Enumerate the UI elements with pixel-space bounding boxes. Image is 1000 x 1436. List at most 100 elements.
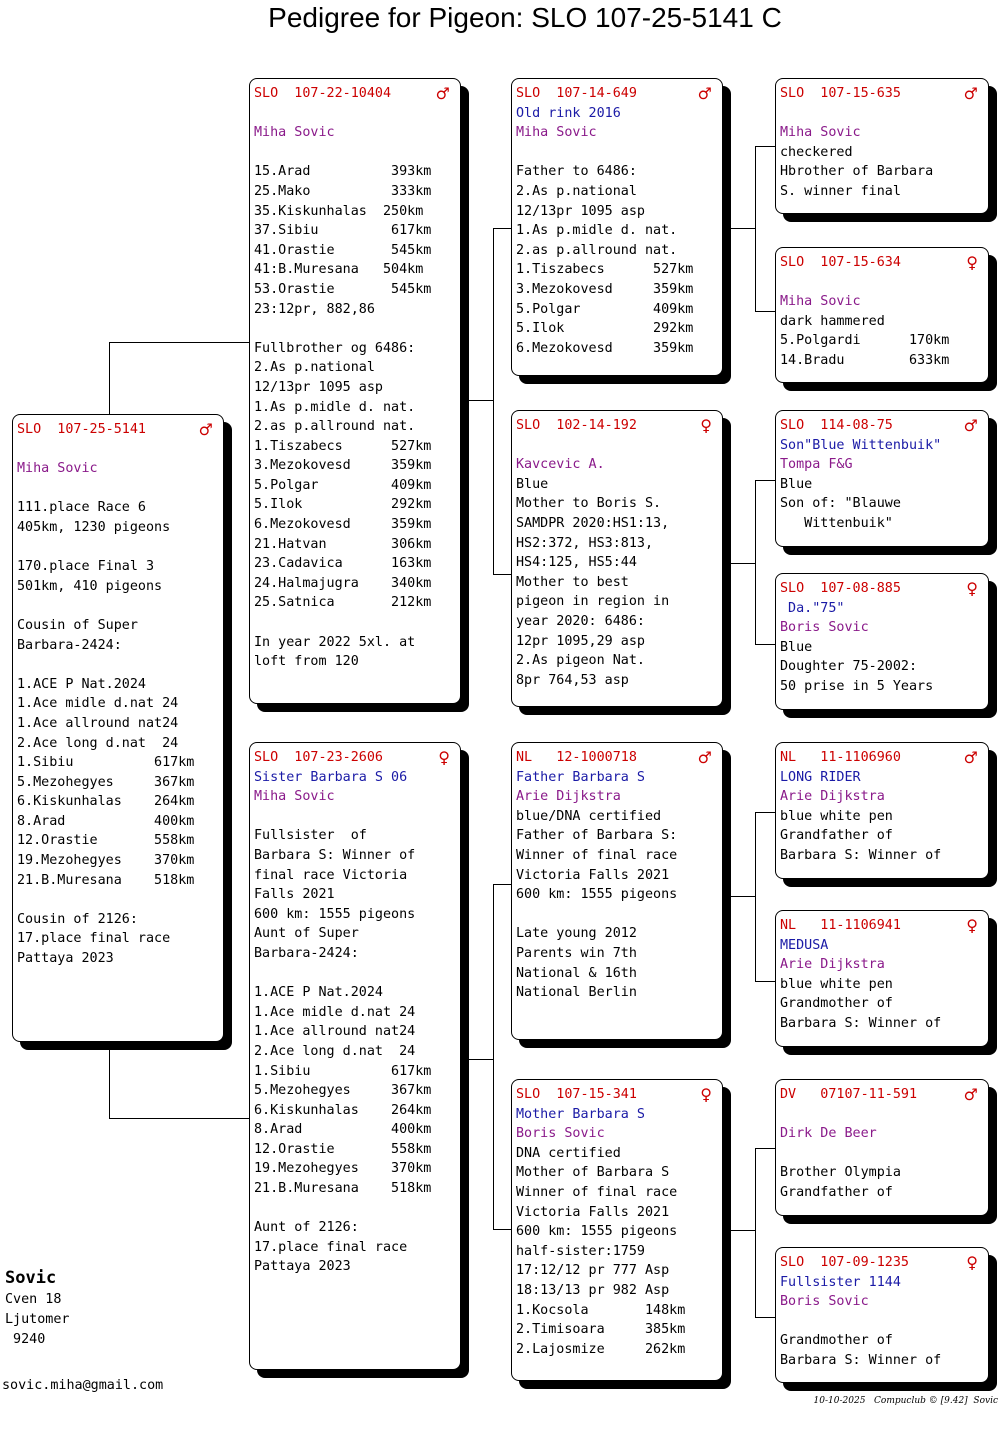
card-line: Dirk De Beer	[780, 1126, 877, 1142]
card-line	[254, 964, 456, 984]
sire-dam-sire-card[interactable]: SLO 114-08-75 ♂ Son"Blue Wittenbuik" Tompa …	[775, 410, 989, 547]
connector-dd-trunk	[723, 1230, 755, 1231]
female-symbol-icon: ♀	[700, 1085, 712, 1104]
ring-number: NL 11-1106941	[780, 918, 901, 933]
card-line: Barbara S: Winner of	[254, 847, 416, 863]
footer-credit: 10-10-2025 Compuclub © [9.42] Sovic	[813, 1396, 998, 1406]
connector-ds-trunk	[723, 896, 755, 897]
card-line: 41:B.Muresana 504km	[254, 262, 424, 278]
card-line: Father of Barbara S:	[516, 828, 678, 844]
connector-sd-parents	[755, 480, 776, 645]
card-line: 2.as p.allround nat.	[516, 242, 678, 258]
card-line: 12.Orastie 558km	[17, 833, 195, 849]
card-line: 5.Polgar 409km	[516, 301, 694, 317]
card-line: 2.As pigeon Nat.	[516, 653, 645, 669]
card-line: 25.Mako 333km	[254, 183, 432, 199]
ring-number-row: NL 11-1106941 ♀	[780, 916, 984, 936]
card-line: Boris Sovic	[780, 1294, 869, 1310]
card-line: 501km, 410 pigeons	[17, 578, 163, 594]
sire-sire-dam-card[interactable]: SLO 107-15-634 ♀ Miha Sovic dark hammered 5.…	[775, 247, 989, 383]
ring-number-row: SLO 114-08-75 ♂	[780, 416, 984, 436]
card-line	[254, 104, 456, 124]
male-symbol-icon: ♂	[963, 748, 978, 767]
card-line: Mother Barbara S	[516, 1106, 645, 1122]
card-line	[780, 104, 984, 124]
male-symbol-icon: ♂	[198, 420, 213, 439]
ring-number: SLO 114-08-75	[780, 418, 893, 433]
card-line: Grandmother of	[780, 1333, 893, 1349]
card-line: Son"Blue Wittenbuik"	[780, 437, 942, 453]
dam-dam-card[interactable]: SLO 107-15-341 ♀ Mother Barbara S Boris Sov…	[511, 1079, 723, 1381]
ring-number-row: SLO 107-22-10404 ♂	[254, 84, 456, 104]
ring-number: SLO 107-15-341	[516, 1087, 637, 1102]
ring-number: DV 07107-11-591	[780, 1087, 918, 1102]
dam-card[interactable]: SLO 107-23-2606 ♀ Sister Barbara S 06 Miha …	[249, 742, 461, 1370]
card-line: 53.Orastie 545km	[254, 281, 432, 297]
card-line: half-sister:1759	[516, 1243, 645, 1259]
card-line: Miha Sovic	[254, 789, 335, 805]
card-line: SAMDPR 2020:HS1:13,	[516, 515, 670, 531]
dam-sire-sire-card[interactable]: NL 11-1106960 ♂ LONG RIDER Arie Dijkstra blu…	[775, 742, 989, 879]
card-line: year 2020: 6486:	[516, 613, 645, 629]
sire-sire-card[interactable]: SLO 107-14-649 ♂ Old rink 2016 Miha Sovic Fa…	[511, 78, 723, 376]
connector-dam-trunk	[461, 1059, 493, 1060]
connector-dd-parents	[755, 1148, 776, 1318]
card-line	[17, 479, 219, 499]
card-line	[17, 655, 219, 675]
card-line: loft from 120	[254, 654, 359, 670]
ring-number: SLO 107-22-10404	[254, 86, 392, 101]
dam-dam-dam-card[interactable]: SLO 107-09-1235 ♀ Fullsister 1144 Boris Sov…	[775, 1247, 989, 1383]
card-line: Barbara-2424:	[17, 637, 122, 653]
dam-sire-card[interactable]: NL 12-1000718 ♂ Father Barbara S Arie Dijks…	[511, 742, 723, 1040]
dam-sire-dam-card[interactable]: NL 11-1106941 ♀ MEDUSA Arie Dijkstra blue wh…	[775, 910, 989, 1047]
card-line	[17, 596, 219, 616]
sire-card[interactable]: SLO 107-22-10404 ♂ Miha Sovic 15.Arad 393km…	[249, 78, 461, 704]
card-line: 3.Mezokovesd 359km	[254, 458, 432, 474]
owner-name: Sovic	[5, 1268, 57, 1288]
sire-dam-dam-card[interactable]: SLO 107-08-885 ♀ Da."75" Boris Sovic Blue Do…	[775, 573, 989, 710]
card-line: In year 2022 5xl. at	[254, 634, 416, 650]
card-line: Hbrother of Barbara	[780, 164, 934, 180]
card-line: S. winner final	[780, 183, 901, 199]
card-line: 21.Hatvan 306km	[254, 536, 432, 552]
owner-address-line: Cven 18	[5, 1292, 62, 1307]
card-line: Sister Barbara S 06	[254, 769, 408, 785]
card-line: 1.As p.midle d. nat.	[516, 223, 678, 239]
card-line: blue white pen	[780, 808, 893, 824]
ring-number-row: SLO 107-09-1235 ♀	[780, 1253, 984, 1273]
card-line: final race Victoria	[254, 867, 408, 883]
card-line: 5.Mezohegyes 367km	[17, 774, 195, 790]
sire-sire-sire-card[interactable]: SLO 107-15-635 ♂ Miha Sovic checkered Hbroth…	[775, 78, 989, 214]
card-line: 6.Mezokovesd 359km	[516, 340, 694, 356]
card-line: Miha Sovic	[780, 294, 861, 310]
card-line: 1.Ace midle d.nat 24	[17, 696, 179, 712]
card-line: 19.Mezohegyes 370km	[17, 853, 195, 869]
card-line: MEDUSA	[780, 937, 829, 953]
card-line: Arie Dijkstra	[780, 789, 885, 805]
ring-number-row: SLO 107-23-2606 ♀	[254, 748, 456, 768]
card-line: blue/DNA certified	[516, 808, 662, 824]
card-line	[254, 319, 456, 339]
card-line: 405km, 1230 pigeons	[17, 519, 171, 535]
card-line: Victoria Falls 2021	[516, 867, 670, 883]
ring-number-row: NL 12-1000718 ♂	[516, 748, 718, 768]
owner-address-line: 9240	[5, 1332, 46, 1347]
card-line: Grandfather of	[780, 1184, 893, 1200]
subject-pigeon-card[interactable]: SLO 107-25-5141 ♂ Miha Sovic 111.place Race…	[12, 414, 224, 1042]
card-line: 17:12/12 pr 777 Asp	[516, 1263, 670, 1279]
sire-dam-card[interactable]: SLO 102-14-192 ♀ Kavcevic A. Blue Mother to …	[511, 410, 723, 707]
card-line: Arie Dijkstra	[516, 789, 621, 805]
card-line: 2.Lajosmize 262km	[516, 1341, 686, 1357]
owner-address: Sovic Cven 18 Ljutomer 9240	[5, 1266, 70, 1350]
card-line: 170.place Final 3	[17, 559, 155, 575]
card-line: 35.Kiskunhalas 250km	[254, 203, 424, 219]
owner-email[interactable]: sovic.miha@gmail.com	[2, 1378, 164, 1393]
card-line: 1.Tiszabecs 527km	[254, 438, 432, 454]
male-symbol-icon: ♂	[963, 416, 978, 435]
dam-dam-sire-card[interactable]: DV 07107-11-591 ♂ Dirk De Beer Brother Olym…	[775, 1079, 989, 1216]
card-line: 1.ACE P Nat.2024	[254, 985, 383, 1001]
card-line: 2.as p.allround nat.	[254, 419, 416, 435]
card-line: Barbara S: Winner of	[780, 847, 942, 863]
card-line: Doughter 75-2002:	[780, 659, 918, 675]
card-line	[516, 143, 718, 163]
